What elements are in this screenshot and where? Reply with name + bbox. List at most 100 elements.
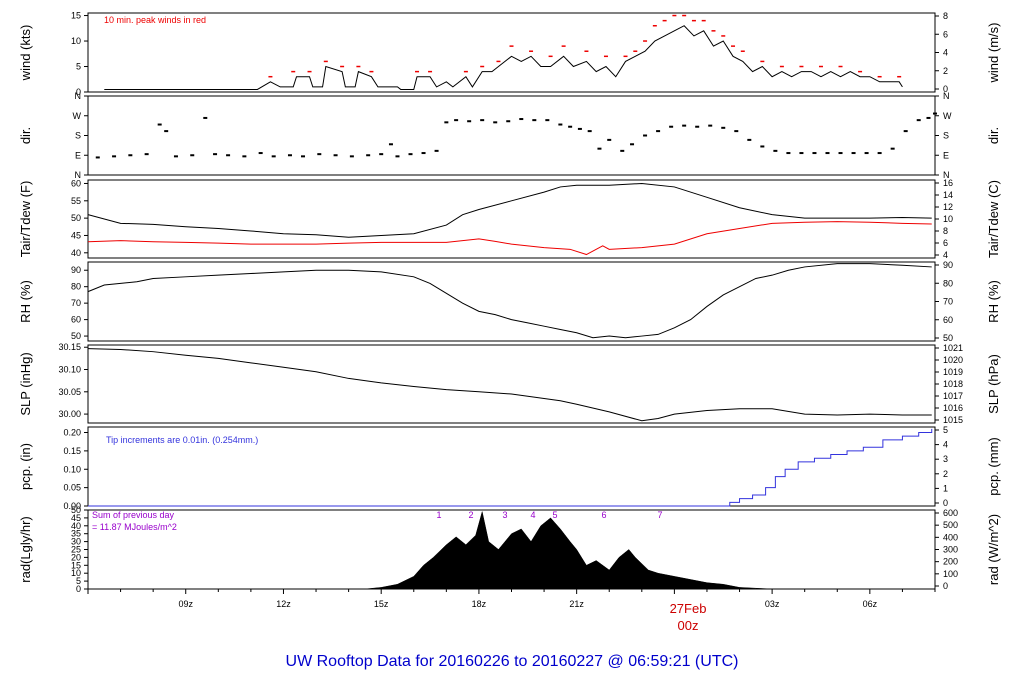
data-point-wind-direction — [157, 123, 162, 126]
y-tick-label-left: 30.10 — [58, 365, 81, 375]
y-tick-label-left: 30.05 — [58, 387, 81, 397]
y-tick-label-right: 4 — [943, 440, 948, 450]
y-tick-label-right: 6 — [943, 29, 948, 39]
y-axis-label-left: rad(Lgly/hr) — [18, 516, 33, 582]
y-tick-label-left: 5 — [76, 62, 81, 72]
wind-annotation: 10 min. peak winds in red — [104, 15, 206, 25]
data-point-wind-direction — [190, 154, 195, 157]
data-point-wind-direction — [643, 134, 648, 137]
y-tick-label-left: 0.10 — [63, 464, 81, 474]
y-tick-label-right: 1020 — [943, 355, 963, 365]
y-tick-label-right: 6 — [943, 238, 948, 248]
panel-frame-rh — [87, 261, 936, 342]
y-tick-label-right: 5 — [943, 425, 948, 435]
y-tick-label-right: 300 — [943, 545, 958, 555]
y-tick-label-left: 35 — [71, 529, 81, 539]
data-point-wind-direction — [506, 120, 511, 123]
y-axis-label-left: RH (%) — [18, 280, 33, 323]
y-tick-label-left: 0 — [76, 584, 81, 594]
y-tick-label-left: 45 — [71, 230, 81, 240]
data-point-wind-direction — [164, 130, 169, 133]
data-point-wind-direction — [349, 155, 354, 158]
y-tick-label-right: 8 — [943, 11, 948, 21]
panel-frame-temperature — [87, 179, 936, 259]
y-tick-label-right: 1018 — [943, 379, 963, 389]
y-tick-label-right: W — [943, 111, 952, 121]
data-point-wind-direction — [607, 138, 612, 141]
y-tick-label-left: 80 — [71, 282, 81, 292]
data-point-wind-direction — [799, 152, 804, 155]
data-point-wind-direction — [144, 153, 149, 156]
panel-frame-slp — [87, 344, 936, 424]
y-tick-label-left: 0.20 — [63, 428, 81, 438]
y-tick-label-left: E — [75, 150, 81, 160]
y-tick-label-right: 60 — [943, 315, 953, 325]
data-point-wind-direction — [916, 119, 921, 122]
y-tick-label-right: 0 — [943, 498, 948, 508]
y-tick-label-right: 100 — [943, 569, 958, 579]
y-tick-label-left: 0 — [76, 87, 81, 97]
data-point-wind-direction — [890, 147, 895, 150]
data-point-wind-direction — [926, 116, 931, 119]
data-point-wind-direction — [408, 153, 413, 156]
data-point-wind-direction — [128, 154, 133, 157]
data-point-wind-direction — [545, 119, 550, 122]
data-point-wind-direction — [226, 154, 231, 157]
data-point-wind-direction — [388, 143, 393, 146]
y-tick-label-right: 1015 — [943, 415, 963, 425]
y-tick-label-right: 12 — [943, 202, 953, 212]
series-line-dewpoint — [87, 221, 932, 256]
data-point-wind-direction — [682, 124, 687, 127]
y-axis-label-right: Tair/Tdew (C) — [986, 180, 1001, 258]
data-point-wind-direction — [587, 130, 592, 133]
data-point-wind-direction — [532, 119, 537, 122]
data-point-wind-direction — [721, 126, 726, 129]
hour-marker: 6 — [601, 510, 606, 520]
y-tick-label-right: 200 — [943, 557, 958, 567]
data-point-wind-direction — [747, 138, 752, 141]
y-tick-label-right: 4 — [943, 250, 948, 260]
y-tick-label-left: 55 — [71, 196, 81, 206]
y-tick-label-left: 50 — [71, 331, 81, 341]
data-point-wind-direction — [95, 156, 100, 159]
data-point-wind-direction — [467, 120, 472, 123]
y-axis-label-right: wind (m/s) — [986, 23, 1001, 84]
data-point-wind-direction — [708, 124, 713, 127]
data-point-wind-direction — [838, 152, 843, 155]
y-tick-label-left: 10 — [71, 568, 81, 578]
y-tick-label-right: 80 — [943, 278, 953, 288]
y-axis-label-left: pcp. (in) — [18, 443, 33, 490]
y-tick-label-right: 1019 — [943, 367, 963, 377]
y-tick-label-left: 45 — [71, 513, 81, 523]
y-tick-label-right: 600 — [943, 508, 958, 518]
y-tick-label-left: 10 — [71, 36, 81, 46]
x-tick-label: 06z — [863, 599, 878, 609]
y-tick-label-right: 10 — [943, 214, 953, 224]
data-point-wind-direction — [213, 153, 218, 156]
y-tick-label-right: E — [943, 150, 949, 160]
y-tick-label-right: 8 — [943, 226, 948, 236]
y-tick-label-left: N — [75, 91, 82, 101]
y-tick-label-right: 4 — [943, 48, 948, 58]
y-tick-label-left: 0.15 — [63, 446, 81, 456]
y-axis-label-left: SLP (inHg) — [18, 352, 33, 415]
data-point-wind-direction — [734, 130, 739, 133]
y-tick-label-left: 0.00 — [63, 501, 81, 511]
date-label: 27Feb — [670, 601, 707, 616]
hour-marker: 7 — [657, 510, 662, 520]
series-line-air-temp — [87, 182, 932, 238]
y-axis-label-right: dir. — [986, 127, 1001, 144]
y-tick-label-right: 2 — [943, 469, 948, 479]
data-point-wind-direction — [630, 143, 635, 146]
y-tick-label-right: 90 — [943, 260, 953, 270]
data-point-wind-direction — [577, 127, 582, 130]
x-tick-label: 15z — [374, 599, 389, 609]
y-axis-label-left: Tair/Tdew (F) — [18, 181, 33, 258]
y-axis-label-left: dir. — [18, 127, 33, 144]
y-tick-label-left: 40 — [71, 248, 81, 258]
precip-annotation: Tip increments are 0.01in. (0.254mm.) — [106, 435, 258, 445]
data-point-wind-direction — [301, 155, 306, 158]
y-tick-label-right: 70 — [943, 297, 953, 307]
y-tick-label-right: N — [943, 91, 950, 101]
y-tick-label-right: 1016 — [943, 403, 963, 413]
